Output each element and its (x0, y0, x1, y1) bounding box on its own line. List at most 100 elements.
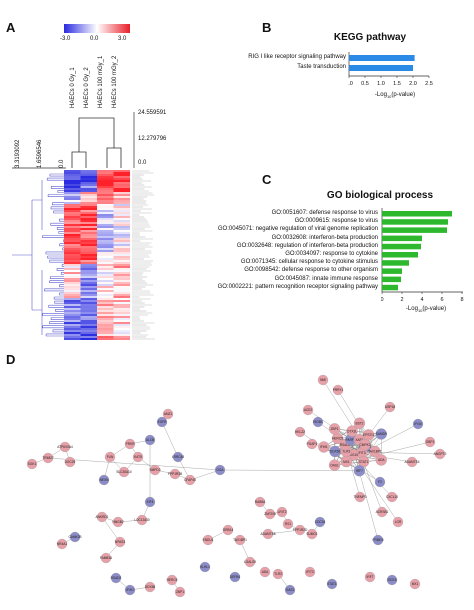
network-node-label: IFIT3 (358, 451, 366, 455)
network-node (264, 508, 276, 520)
kegg-category-2: Taste transduction (297, 64, 346, 70)
heatmap-cell (80, 334, 97, 336)
network-node-label: GRB14 (223, 528, 234, 532)
network-node (372, 534, 384, 546)
heatmap-cell (113, 296, 130, 298)
network-node (162, 408, 174, 420)
network-edge (47, 457, 221, 471)
column-label-4: HAECs 100 mGy_2 (112, 55, 118, 108)
network-node-label: PGAP1 (307, 442, 318, 446)
go-bar (382, 211, 452, 217)
go-bar (382, 260, 409, 266)
network-node-label: PRRY1 (333, 388, 344, 392)
network-node (56, 538, 68, 550)
heatmap-cell (97, 308, 114, 310)
network-node-label: OAS1 (330, 463, 339, 467)
go-bar (382, 268, 402, 274)
heatmap-cell (80, 266, 97, 268)
heatmap-cell (97, 216, 114, 218)
heatmap-cell (113, 192, 130, 194)
row-dendro-tick-wrap-2: 1.6596546 (36, 118, 44, 168)
network-node (276, 506, 288, 518)
network-node-label: ISG15 (387, 578, 396, 582)
row-dendro-tick-top: 3.3193092 (15, 139, 21, 168)
heatmap-cell (64, 238, 81, 240)
heatmap-cell (64, 278, 81, 280)
heatmap-cell (80, 272, 97, 274)
go-xlabel-post: (p-value) (422, 306, 447, 312)
network-node-label: TAX1BP1 (368, 450, 382, 454)
network-node (304, 566, 316, 578)
heatmap-cell (97, 214, 114, 216)
network-node-label: NR4A1 (57, 542, 68, 546)
heatmap-cell (113, 240, 130, 242)
network-node (328, 423, 341, 435)
network-node (284, 584, 296, 596)
heatmap-cell (113, 180, 130, 182)
heatmap-cell (64, 242, 81, 244)
heatmap-cell (97, 188, 114, 190)
network-edge (267, 529, 301, 535)
col-dendro-tick-mid: 12.279796 (138, 136, 167, 142)
network-node-label: RS1 (285, 522, 291, 526)
heatmap-cell (80, 254, 97, 256)
heatmap-cell (97, 196, 114, 198)
network-node (353, 465, 366, 477)
network-node-label: ADAMTS4 (404, 460, 419, 464)
heatmap-cell (97, 252, 114, 254)
heatmap-cell (80, 202, 97, 204)
heatmap-cell (113, 176, 130, 178)
network-node-label: HERC5 (332, 437, 343, 441)
network-node-label: ADA (262, 570, 269, 574)
heatmap-cell (113, 220, 130, 222)
heatmap-cell (80, 280, 97, 282)
network-node-label: IFIH1 (126, 588, 134, 592)
network-node (156, 416, 168, 428)
network-node-label: NMI (320, 378, 326, 382)
heatmap-cell (113, 200, 130, 202)
heatmap-cell (113, 288, 130, 290)
heatmap-cell (64, 182, 81, 184)
network-node (346, 425, 358, 437)
network-node-label: ANKRD1 (96, 515, 109, 519)
heatmap-cell (113, 210, 130, 212)
heatmap-cell (97, 264, 114, 266)
network-node (26, 458, 38, 470)
heatmap-cell (113, 214, 130, 216)
heatmap-cell (80, 332, 97, 334)
network-node (144, 434, 156, 446)
heatmap-cell (64, 172, 81, 174)
heatmap-cell (64, 292, 81, 294)
heatmap-cell (113, 194, 130, 196)
panel-letter-b: B (262, 20, 272, 35)
heatmap-cell (64, 254, 81, 256)
heatmap-cell (97, 338, 114, 340)
heatmap-cell (97, 242, 114, 244)
network-node (312, 416, 324, 428)
heatmap-cell (97, 332, 114, 334)
network-node (104, 451, 116, 463)
network-node-label: ZBP1 (331, 427, 339, 431)
heatmap-cell (113, 204, 130, 206)
heatmap-cell (64, 198, 81, 200)
heatmap-cell (64, 176, 81, 178)
heatmap-cell (80, 326, 97, 328)
network-node-label: AMZ1 (164, 412, 173, 416)
heatmap-cell (113, 258, 130, 260)
heatmap-cell (97, 262, 114, 264)
heatmap-cell (113, 298, 130, 300)
heatmap-cell (64, 256, 81, 258)
go-bar (382, 235, 422, 242)
heatmap-cell (97, 178, 114, 180)
heatmap-cell (64, 188, 81, 190)
network-node (354, 491, 366, 503)
go-category-label: GO:0051607: defense response to virus (271, 210, 378, 216)
heatmap-cell (113, 248, 130, 250)
heatmap-cell (113, 316, 130, 318)
heatmap-cell (97, 300, 114, 302)
heatmap-cell (80, 284, 97, 286)
heatmap-cell (113, 334, 130, 336)
heatmap-cell (64, 202, 81, 204)
go-category-label: GO:0045071: negative regulation of viral… (217, 226, 378, 233)
network-node-label: NPAS3 (115, 540, 125, 544)
